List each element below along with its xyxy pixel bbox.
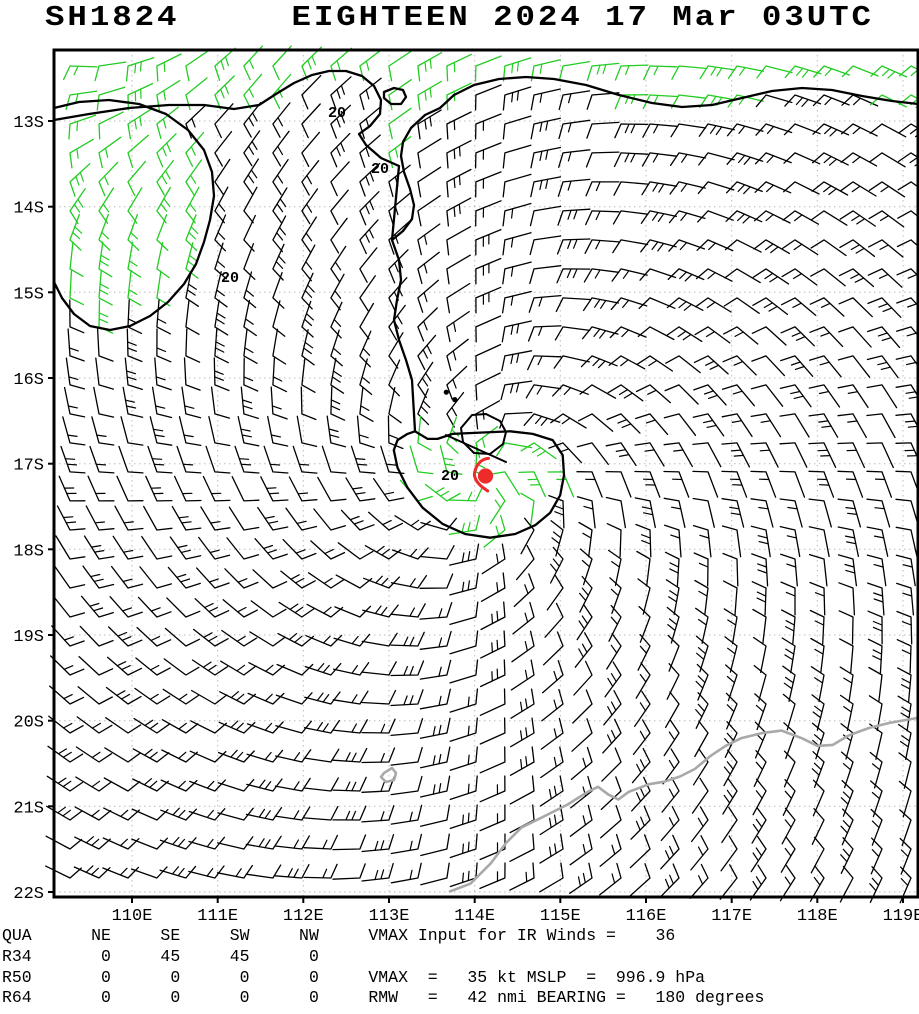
svg-text:117E: 117E — [711, 907, 752, 926]
svg-text:111E: 111E — [197, 907, 238, 926]
svg-text:20: 20 — [221, 270, 239, 287]
svg-text:19S: 19S — [13, 628, 44, 647]
svg-text:116E: 116E — [626, 907, 667, 926]
svg-text:21S: 21S — [13, 799, 44, 818]
svg-text:17S: 17S — [13, 457, 44, 476]
svg-text:13S: 13S — [13, 114, 44, 133]
svg-text:18S: 18S — [13, 542, 44, 561]
svg-text:115E: 115E — [540, 907, 581, 926]
svg-text:20: 20 — [441, 468, 459, 485]
svg-text:22S: 22S — [13, 885, 44, 904]
svg-text:110E: 110E — [112, 907, 153, 926]
svg-text:20: 20 — [328, 105, 346, 122]
svg-text:118E: 118E — [797, 907, 838, 926]
svg-text:20S: 20S — [13, 714, 44, 733]
svg-text:16S: 16S — [13, 371, 44, 390]
svg-text:113E: 113E — [369, 907, 410, 926]
svg-text:15S: 15S — [13, 285, 44, 304]
svg-text:119E: 119E — [883, 907, 919, 926]
svg-text:112E: 112E — [283, 907, 324, 926]
svg-text:20: 20 — [371, 161, 389, 178]
svg-text:114E: 114E — [454, 907, 495, 926]
svg-text:14S: 14S — [13, 200, 44, 219]
